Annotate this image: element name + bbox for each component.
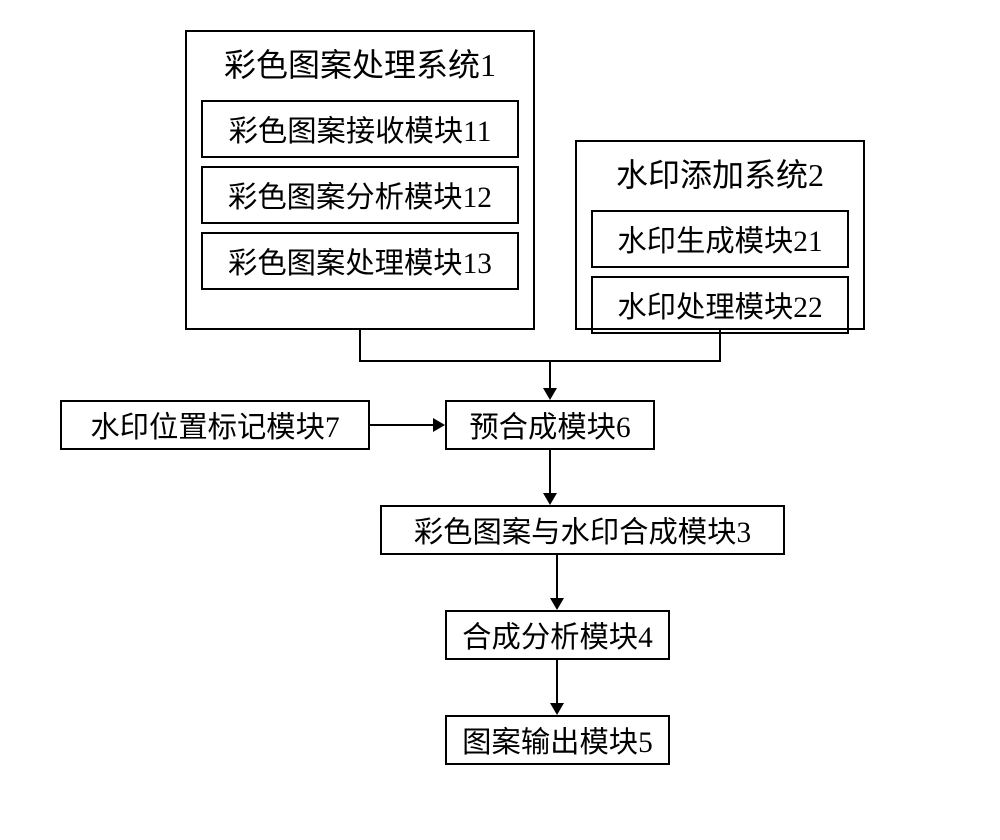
node-output: 图案输出模块5: [445, 715, 670, 765]
edge-mark-arrow: [433, 418, 445, 432]
edge-presyn-combine: [549, 450, 551, 493]
edge-combine-analyze-arrow: [550, 598, 564, 610]
edge-join-arrow: [543, 388, 557, 400]
node-mark: 水印位置标记模块7: [60, 400, 370, 450]
edge-mark-h: [370, 424, 433, 426]
edge-combine-analyze: [556, 555, 558, 598]
system2-item-1: 水印处理模块22: [591, 276, 849, 334]
edge-presyn-combine-arrow: [543, 493, 557, 505]
system1-item-0: 彩色图案接收模块11: [201, 100, 519, 158]
system1-item-1: 彩色图案分析模块12: [201, 166, 519, 224]
system2-item-0: 水印生成模块21: [591, 210, 849, 268]
system1-container: 彩色图案处理系统1 彩色图案接收模块11 彩色图案分析模块12 彩色图案处理模块…: [185, 30, 535, 330]
edge-analyze-output: [556, 660, 558, 703]
system1-item-2: 彩色图案处理模块13: [201, 232, 519, 290]
node-presyn: 预合成模块6: [445, 400, 655, 450]
edge-sys1-v1: [359, 330, 361, 360]
node-analyze: 合成分析模块4: [445, 610, 670, 660]
system2-container: 水印添加系统2 水印生成模块21 水印处理模块22: [575, 140, 865, 330]
system2-title: 水印添加系统2: [577, 142, 863, 202]
node-combine: 彩色图案与水印合成模块3: [380, 505, 785, 555]
edge-sys2-h: [549, 360, 721, 362]
edge-join-v: [549, 360, 551, 388]
edge-sys1-h: [359, 360, 551, 362]
edge-sys2-v1: [719, 330, 721, 360]
system1-title: 彩色图案处理系统1: [187, 32, 533, 92]
edge-analyze-output-arrow: [550, 703, 564, 715]
